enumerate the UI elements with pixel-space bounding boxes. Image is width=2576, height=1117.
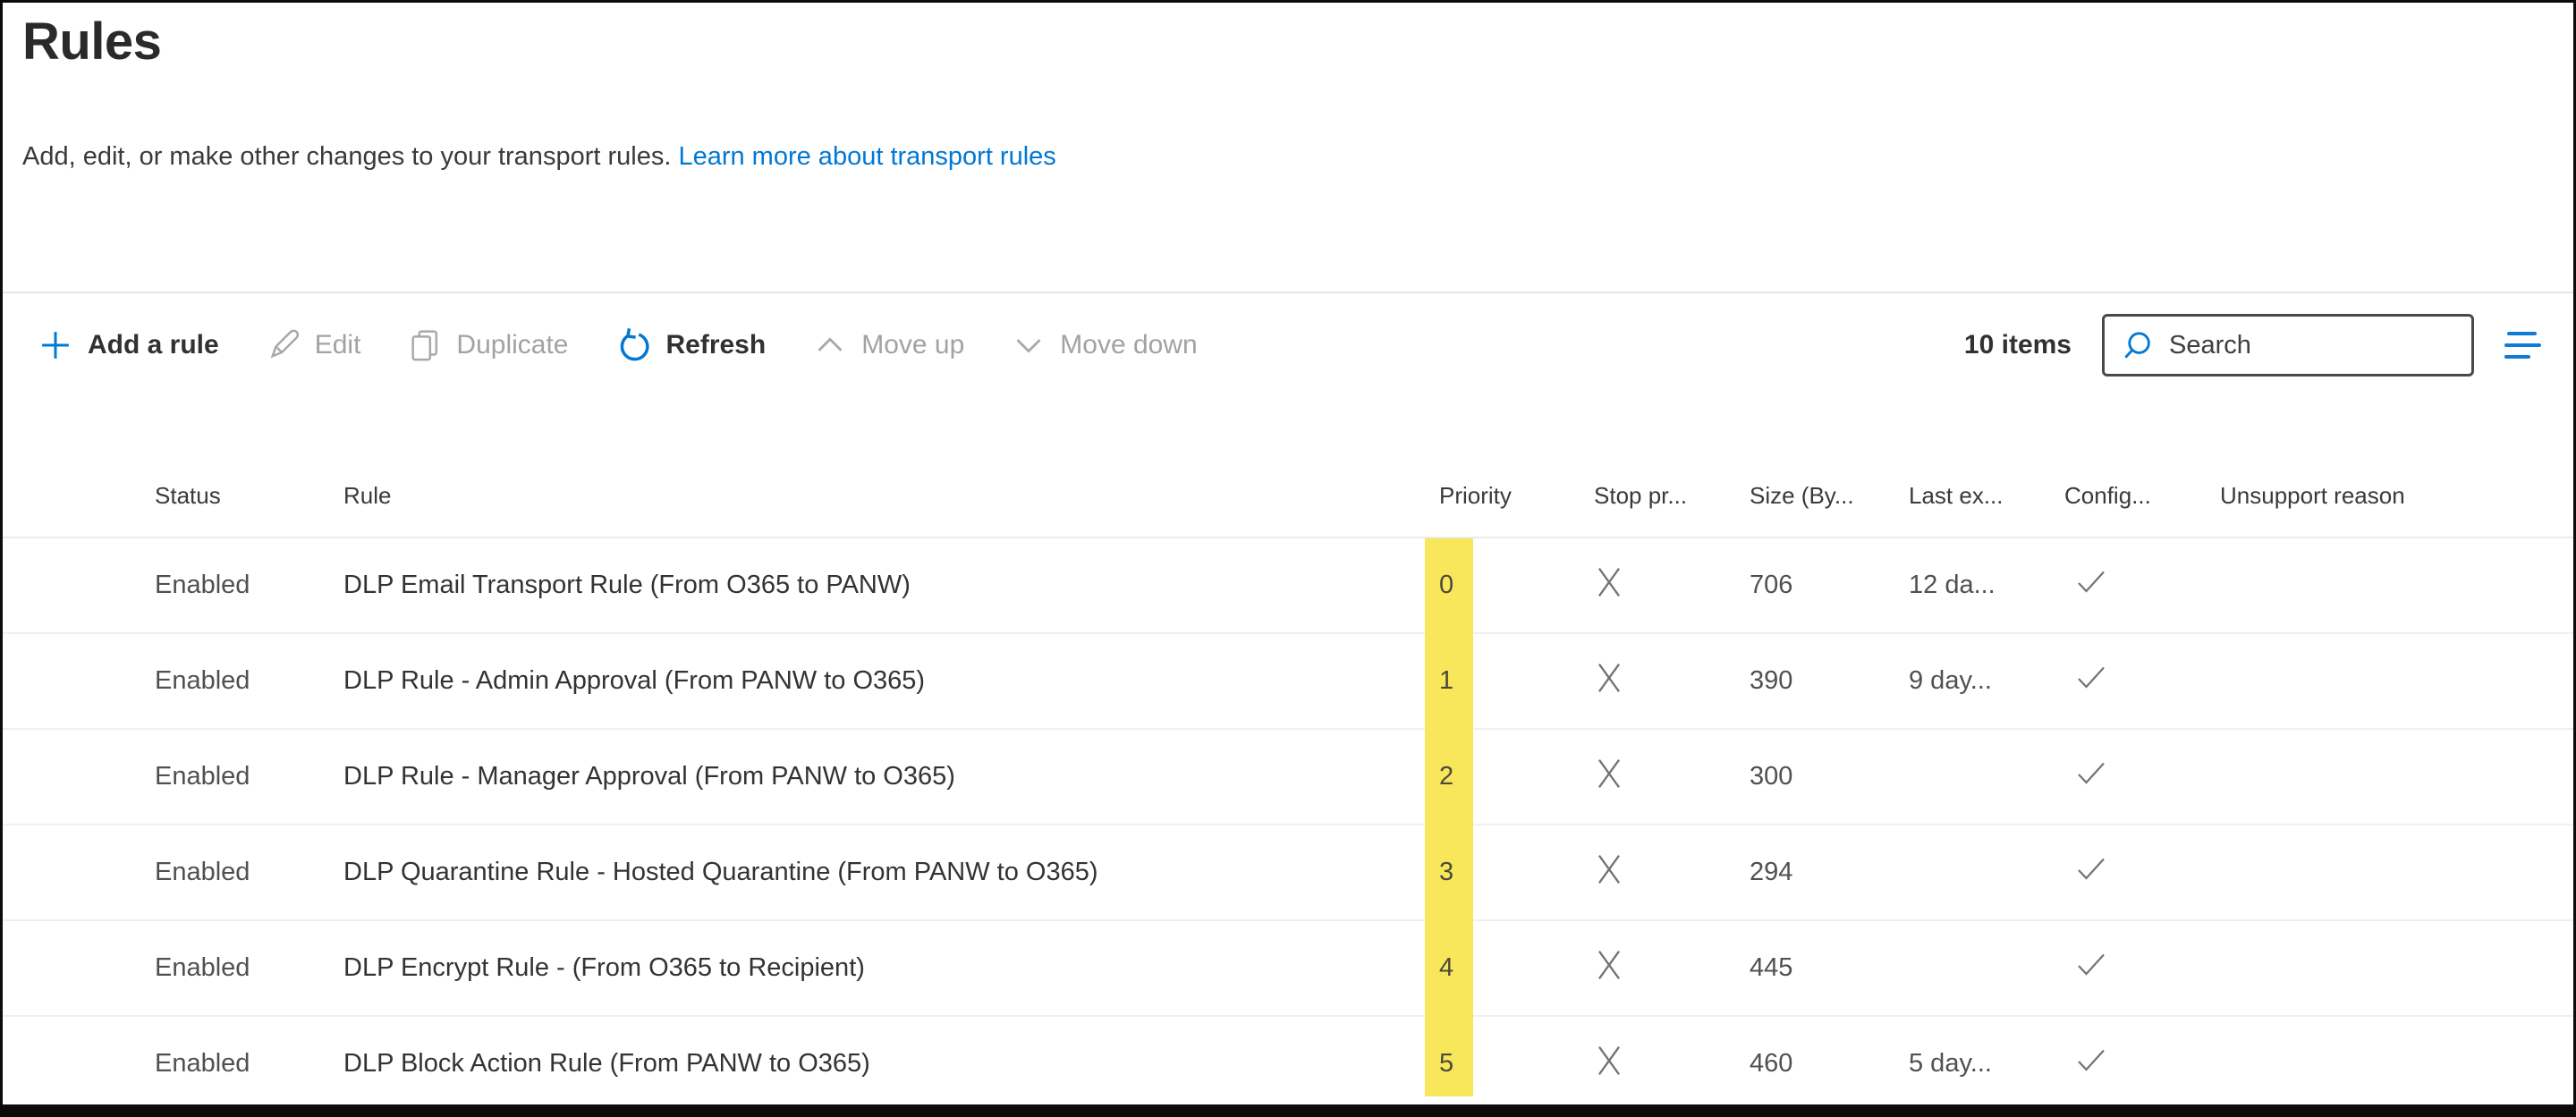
add-rule-label: Add a rule [88, 330, 219, 360]
last-executed-cell: 9 day... [1909, 666, 1992, 695]
configured-cell [2064, 856, 2220, 890]
rules-table: Status Rule Priority Stop pr... Size (By… [3, 454, 2573, 1104]
toolbar-right: 10 items [1964, 305, 2545, 385]
priority-cell: 4 [1439, 953, 1454, 982]
last-executed-cell: 5 day... [1909, 1049, 1992, 1078]
cross-icon [1594, 947, 1624, 990]
table-row[interactable]: Enabled DLP Rule - Admin Approval (From … [3, 634, 2573, 730]
size-cell: 390 [1750, 666, 1793, 695]
column-header-configured[interactable]: Config... [2064, 481, 2151, 509]
edit-label: Edit [314, 330, 361, 360]
column-header-rule[interactable]: Rule [343, 481, 392, 509]
search-input[interactable] [2169, 330, 2437, 360]
priority-cell: 2 [1439, 762, 1454, 791]
column-header-last-executed[interactable]: Last ex... [1909, 481, 2004, 509]
table-row[interactable]: Enabled DLP Encrypt Rule - (From O365 to… [3, 921, 2573, 1017]
check-icon [2075, 664, 2107, 698]
last-executed-cell: 12 da... [1909, 571, 1996, 599]
status-cell: Enabled [155, 858, 250, 886]
cross-icon [1594, 851, 1624, 894]
rule-name-cell: DLP Email Transport Rule (From O365 to P… [343, 571, 911, 599]
pencil-icon [266, 327, 301, 363]
duplicate-button[interactable]: Duplicate [407, 327, 568, 363]
rule-name-cell: DLP Encrypt Rule - (From O365 to Recipie… [343, 953, 865, 982]
refresh-button[interactable]: Refresh [614, 326, 766, 364]
table-row[interactable]: Enabled DLP Quarantine Rule - Hosted Qua… [3, 825, 2573, 921]
copy-icon [407, 327, 443, 363]
configured-cell [2064, 952, 2220, 986]
cross-icon [1594, 660, 1624, 703]
check-icon [2075, 1047, 2107, 1081]
cross-icon [1594, 564, 1624, 607]
page-description: Add, edit, or make other changes to your… [22, 142, 1056, 172]
toolbar: Add a rule Edit Duplicate Refresh Move u… [37, 305, 1198, 385]
priority-column-highlight [1425, 538, 1473, 1096]
priority-cell: 3 [1439, 858, 1454, 886]
status-cell: Enabled [155, 953, 250, 982]
stop-processing-cell [1594, 851, 1750, 894]
description-text: Add, edit, or make other changes to your… [22, 142, 679, 171]
check-icon [2075, 952, 2107, 986]
table-header-row: Status Rule Priority Stop pr... Size (By… [3, 454, 2573, 538]
rule-name-cell: DLP Rule - Manager Approval (From PANW t… [343, 762, 955, 791]
priority-cell: 1 [1439, 666, 1454, 695]
add-rule-button[interactable]: Add a rule [37, 326, 219, 364]
column-header-priority[interactable]: Priority [1439, 481, 1512, 509]
page-title: Rules [22, 13, 162, 71]
edit-button[interactable]: Edit [266, 327, 361, 363]
refresh-label: Refresh [665, 330, 767, 360]
column-header-size[interactable]: Size (By... [1750, 481, 1854, 509]
rule-name-cell: DLP Block Action Rule (From PANW to O365… [343, 1049, 870, 1078]
priority-cell: 0 [1439, 571, 1454, 599]
configured-cell [2064, 664, 2220, 698]
check-icon [2075, 569, 2107, 603]
move-up-label: Move up [861, 330, 965, 360]
stop-processing-cell [1594, 660, 1750, 703]
items-count: 10 items [1963, 330, 2072, 360]
toolbar-divider [3, 292, 2573, 293]
size-cell: 294 [1750, 858, 1793, 886]
check-icon [2075, 856, 2107, 890]
list-view-icon[interactable] [2501, 328, 2545, 362]
status-cell: Enabled [155, 762, 250, 791]
size-cell: 445 [1750, 953, 1793, 982]
priority-cell: 5 [1439, 1049, 1454, 1078]
size-cell: 460 [1750, 1049, 1793, 1078]
plus-icon [37, 326, 74, 364]
column-header-status[interactable]: Status [155, 481, 221, 509]
rule-name-cell: DLP Rule - Admin Approval (From PANW to … [343, 666, 926, 695]
column-header-stop-processing[interactable]: Stop pr... [1594, 481, 1688, 509]
status-cell: Enabled [155, 1049, 250, 1078]
move-down-button[interactable]: Move down [1011, 327, 1198, 363]
table-row[interactable]: Enabled DLP Rule - Manager Approval (Fro… [3, 730, 2573, 825]
size-cell: 706 [1750, 571, 1793, 599]
table-row[interactable]: Enabled DLP Email Transport Rule (From O… [3, 538, 2573, 634]
duplicate-label: Duplicate [456, 330, 569, 360]
refresh-icon [614, 326, 652, 364]
column-header-unsupport-reason[interactable]: Unsupport reason [2220, 481, 2405, 509]
size-cell: 300 [1750, 762, 1793, 791]
table-row[interactable]: Enabled DLP Block Action Rule (From PANW… [3, 1017, 2573, 1104]
cross-icon [1594, 1043, 1624, 1086]
stop-processing-cell [1594, 1043, 1750, 1086]
configured-cell [2064, 1047, 2220, 1081]
move-up-button[interactable]: Move up [812, 327, 964, 363]
chevron-up-icon [812, 327, 848, 363]
check-icon [2075, 760, 2107, 794]
configured-cell [2064, 760, 2220, 794]
move-down-label: Move down [1060, 330, 1198, 360]
search-icon [2121, 328, 2155, 362]
learn-more-link[interactable]: Learn more about transport rules [678, 142, 1056, 171]
rule-name-cell: DLP Quarantine Rule - Hosted Quarantine … [343, 858, 1098, 886]
status-cell: Enabled [155, 571, 250, 599]
cross-icon [1594, 756, 1624, 799]
stop-processing-cell [1594, 756, 1750, 799]
chevron-down-icon [1011, 327, 1046, 363]
stop-processing-cell [1594, 947, 1750, 990]
status-cell: Enabled [155, 666, 250, 695]
configured-cell [2064, 569, 2220, 603]
search-box[interactable] [2102, 314, 2474, 377]
stop-processing-cell [1594, 564, 1750, 607]
